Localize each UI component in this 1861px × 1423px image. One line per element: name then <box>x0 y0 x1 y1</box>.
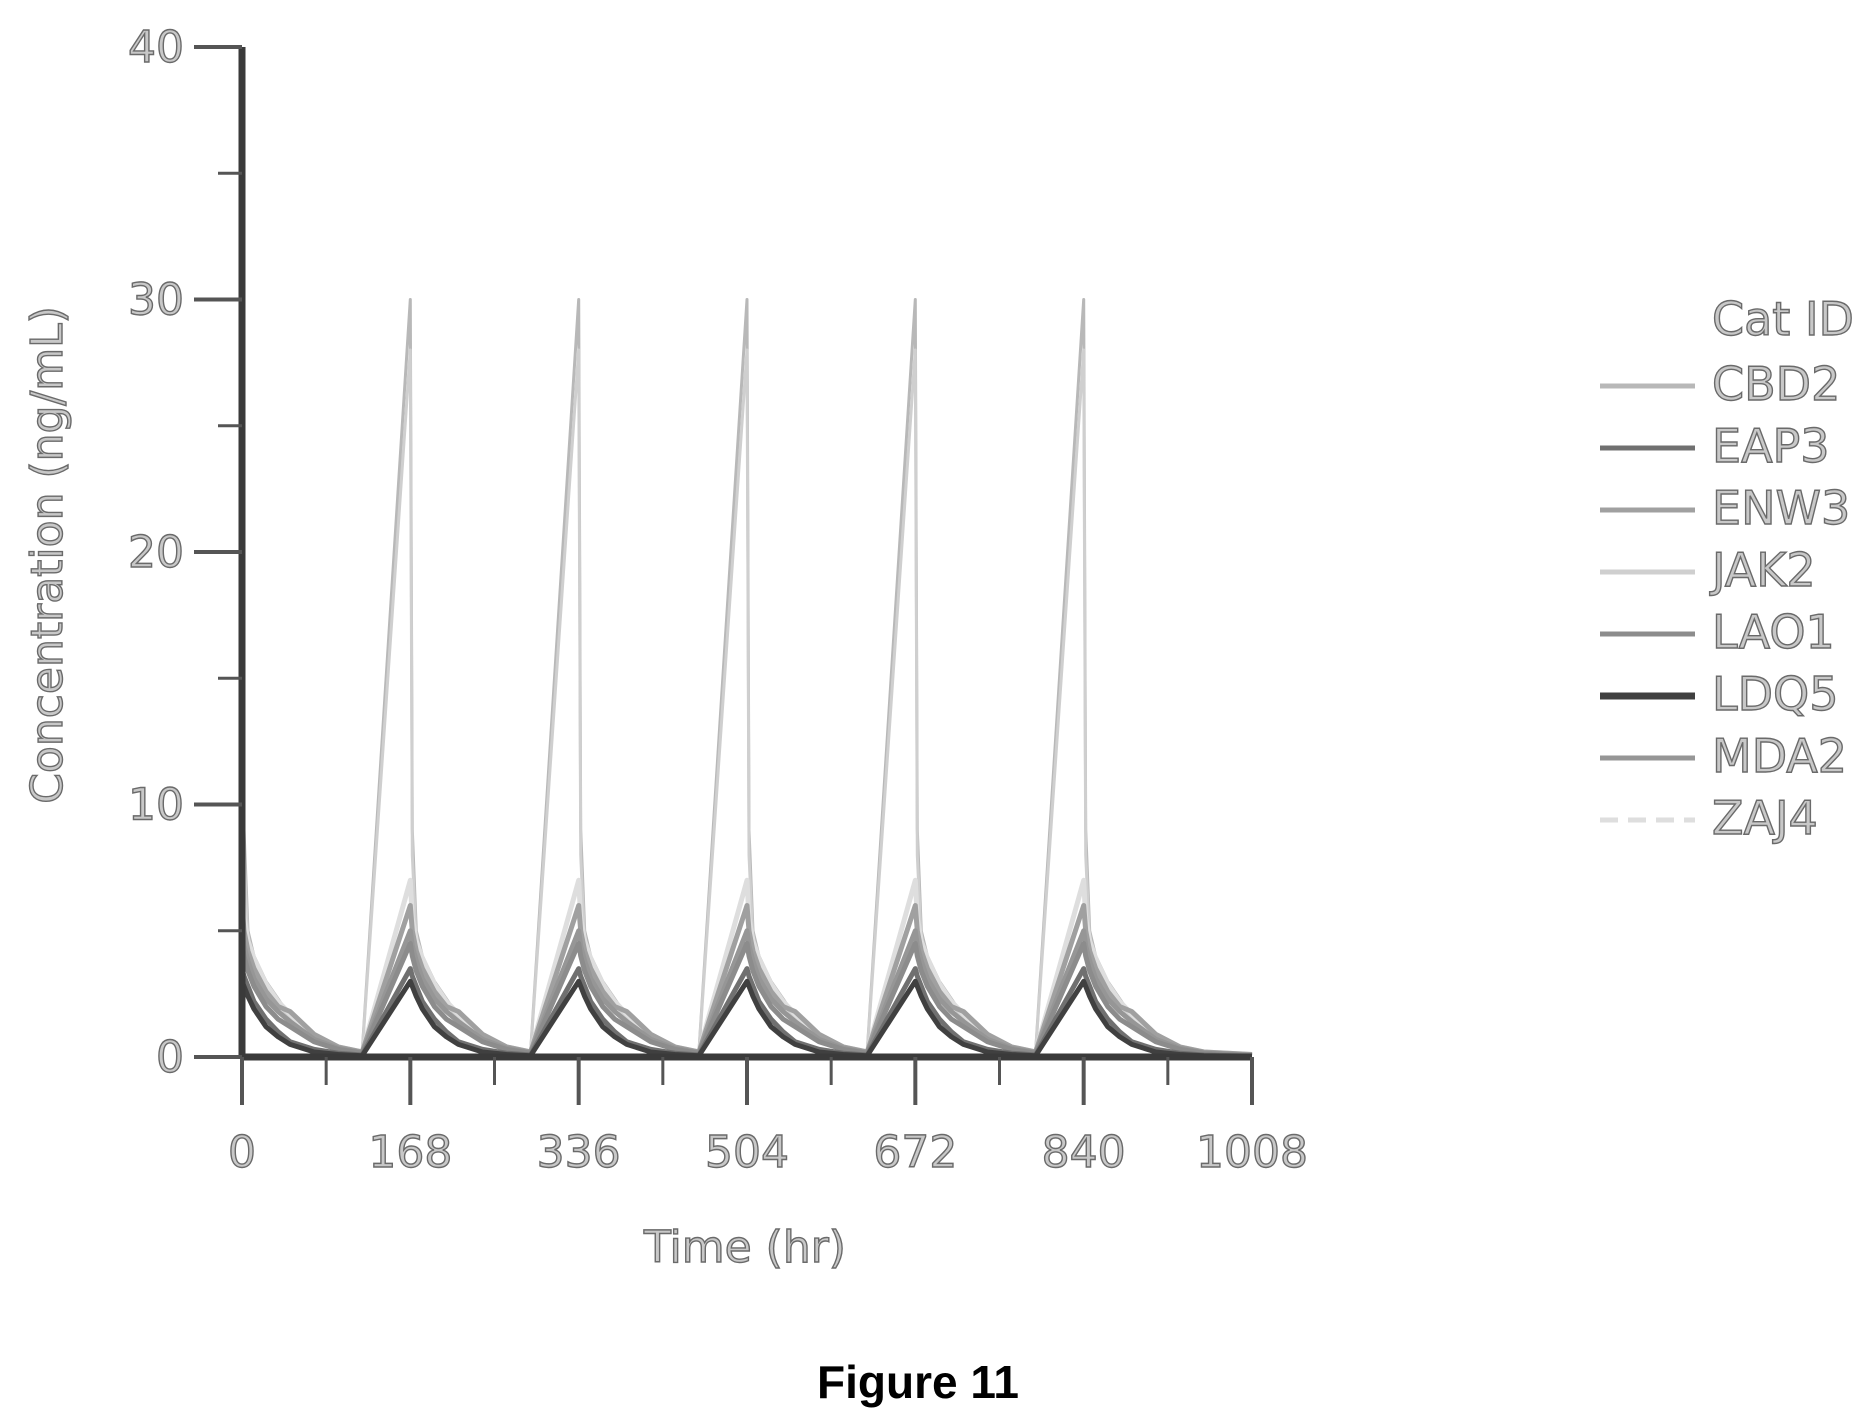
y-tick-label-30: 30 <box>128 275 184 326</box>
legend: Cat ID CBD2 EAP3 ENW3 JAK2 LAO1 LDQ5 MDA2 ZAJ4 <box>1600 291 1855 846</box>
x-ticks-group: 0 168 336 504 672 840 1008 <box>227 1057 1309 1179</box>
plot-series-group <box>239 298 1253 1059</box>
legend-title: Cat ID <box>1712 292 1854 346</box>
legend-label-lao1: LAO1 <box>1712 605 1835 659</box>
y-axis-title: Concentration (ng/mL) <box>22 306 73 804</box>
y-tick-label-10: 10 <box>128 780 184 831</box>
y-tick-label-0: 0 <box>156 1032 184 1083</box>
series-line-lao1 <box>239 940 1253 1058</box>
legend-label-ldq5: LDQ5 <box>1712 667 1839 721</box>
x-tick-label-504: 504 <box>705 1127 789 1178</box>
series-line-ldq5 <box>239 978 1253 1059</box>
x-axis-title: Time (hr) <box>643 1222 846 1273</box>
legend-label-eap3: EAP3 <box>1712 419 1830 473</box>
x-tick-label-0: 0 <box>228 1127 256 1178</box>
x-tick-label-168: 168 <box>368 1127 452 1178</box>
legend-label-mda2: MDA2 <box>1712 729 1847 783</box>
legend-label-enw3: ENW3 <box>1712 481 1850 535</box>
series-line-jak2 <box>240 348 1253 1057</box>
x-tick-label-672: 672 <box>873 1127 957 1178</box>
y-tick-label-40: 40 <box>128 22 184 73</box>
figure-caption: Figure 11 <box>817 1356 1019 1408</box>
x-tick-label-840: 840 <box>1042 1127 1126 1178</box>
legend-label-jak2: JAK2 <box>1709 543 1816 597</box>
y-ticks-group: 0 10 20 30 40 <box>127 21 242 1084</box>
legend-label-cbd2: CBD2 <box>1712 357 1840 411</box>
x-tick-label-1008: 1008 <box>1196 1127 1308 1178</box>
y-tick-label-20: 20 <box>128 527 184 578</box>
x-tick-label-336: 336 <box>537 1127 621 1178</box>
legend-label-zaj4: ZAJ4 <box>1712 791 1818 845</box>
